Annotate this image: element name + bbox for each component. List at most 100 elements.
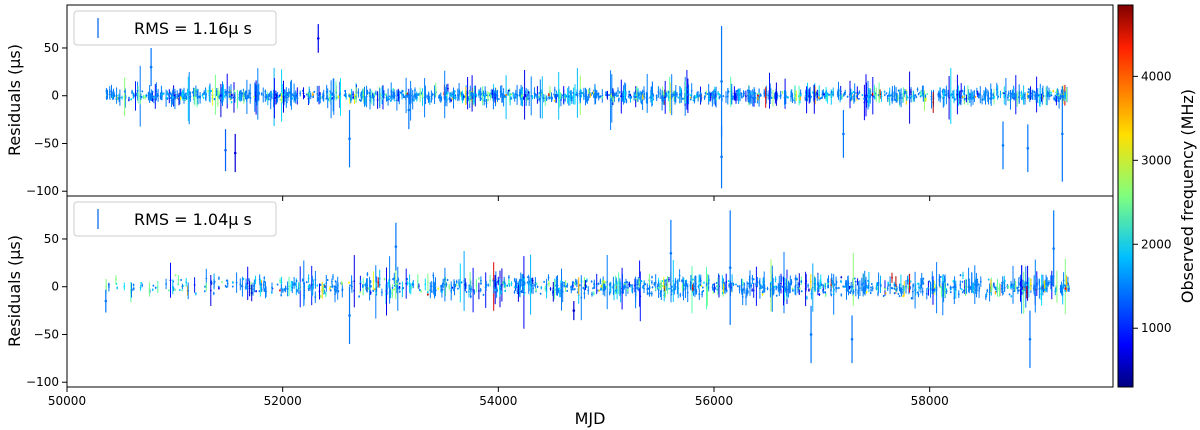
residual-point <box>254 95 257 97</box>
residual-point <box>1041 92 1044 95</box>
residual-point <box>369 291 372 294</box>
residual-point <box>852 278 855 281</box>
residual-point <box>1037 94 1040 97</box>
residual-point <box>1020 279 1023 281</box>
residual-point <box>414 89 416 91</box>
residual-point <box>264 96 267 98</box>
residual-point <box>799 94 802 96</box>
residual-point <box>388 98 390 101</box>
residual-point <box>446 92 449 94</box>
residual-point <box>838 287 840 289</box>
residual-point <box>174 274 177 277</box>
residual-point <box>207 90 210 93</box>
residual-point <box>679 294 682 296</box>
residual-point <box>668 93 671 95</box>
residual-point <box>314 296 317 299</box>
residual-point <box>1062 95 1065 98</box>
residual-point <box>764 96 767 99</box>
residual-point <box>500 291 503 294</box>
residual-point <box>316 284 319 287</box>
residual-point <box>858 97 860 100</box>
residual-point <box>640 96 642 98</box>
residual-point <box>468 96 471 99</box>
residual-point <box>757 97 759 100</box>
residual-point <box>501 97 504 100</box>
residual-point <box>1029 283 1032 286</box>
residual-point <box>226 282 229 285</box>
residual-point <box>840 276 843 279</box>
residual-point <box>307 277 310 280</box>
residual-point <box>686 88 688 91</box>
residual-point <box>929 288 932 291</box>
residual-point <box>213 282 216 285</box>
residual-point <box>664 290 667 293</box>
residual-point <box>598 289 601 292</box>
residual-point <box>499 90 502 93</box>
residual-point <box>397 94 400 97</box>
residual-point <box>402 287 405 289</box>
residual-point <box>1018 92 1021 95</box>
residual-point <box>567 95 570 98</box>
residual-point <box>959 96 961 99</box>
residual-point <box>426 291 429 293</box>
residual-point <box>504 285 507 288</box>
residual-point <box>205 286 208 288</box>
residual-point <box>1050 91 1052 94</box>
residual-point <box>651 98 654 101</box>
residual-point <box>860 283 863 286</box>
residual-point <box>793 92 796 94</box>
residual-point <box>1033 284 1035 286</box>
residual-point <box>506 284 509 287</box>
residual-point <box>325 91 328 93</box>
residual-point <box>267 95 270 97</box>
residual-point <box>305 281 308 283</box>
residual-point <box>156 94 159 97</box>
residual-point <box>246 282 249 285</box>
residual-point <box>1011 93 1014 96</box>
residual-point <box>141 284 144 287</box>
residual-point <box>231 285 234 288</box>
residual-point <box>185 92 187 95</box>
residual-point <box>335 90 337 92</box>
residual-point <box>496 95 499 97</box>
residual-point <box>751 289 753 291</box>
residual-point <box>555 97 557 100</box>
residual-point <box>222 91 225 94</box>
residual-point <box>563 94 566 97</box>
residual-point <box>969 286 972 289</box>
residual-point <box>985 91 987 93</box>
residual-point <box>166 97 169 100</box>
y-tick-label: 50 <box>44 41 59 55</box>
residual-point <box>465 291 468 293</box>
residual-point <box>751 96 754 99</box>
residual-point <box>341 288 344 291</box>
residual-point <box>889 94 891 97</box>
residual-point <box>385 93 387 96</box>
residual-point <box>396 99 398 102</box>
residual-point <box>450 93 452 96</box>
residual-point <box>768 89 771 92</box>
residual-point <box>520 95 523 97</box>
residual-point <box>534 93 537 96</box>
residual-point <box>1014 94 1017 96</box>
residual-point <box>440 98 443 100</box>
residual-point <box>265 290 267 293</box>
residual-point <box>636 283 639 286</box>
residual-point <box>1035 96 1038 98</box>
residual-point <box>268 98 270 101</box>
residual-point <box>1059 97 1062 100</box>
residual-point <box>701 293 703 296</box>
residual-point <box>201 94 204 97</box>
residual-point <box>322 288 325 291</box>
residual-point <box>282 95 285 98</box>
residual-point <box>869 96 872 98</box>
residual-point <box>591 92 594 94</box>
residual-point <box>883 94 886 96</box>
residual-point <box>874 94 877 96</box>
residual-point <box>153 96 156 98</box>
residual-point <box>961 96 964 98</box>
residual-point <box>1043 285 1046 288</box>
residual-point <box>905 95 908 97</box>
residual-point <box>620 95 623 98</box>
